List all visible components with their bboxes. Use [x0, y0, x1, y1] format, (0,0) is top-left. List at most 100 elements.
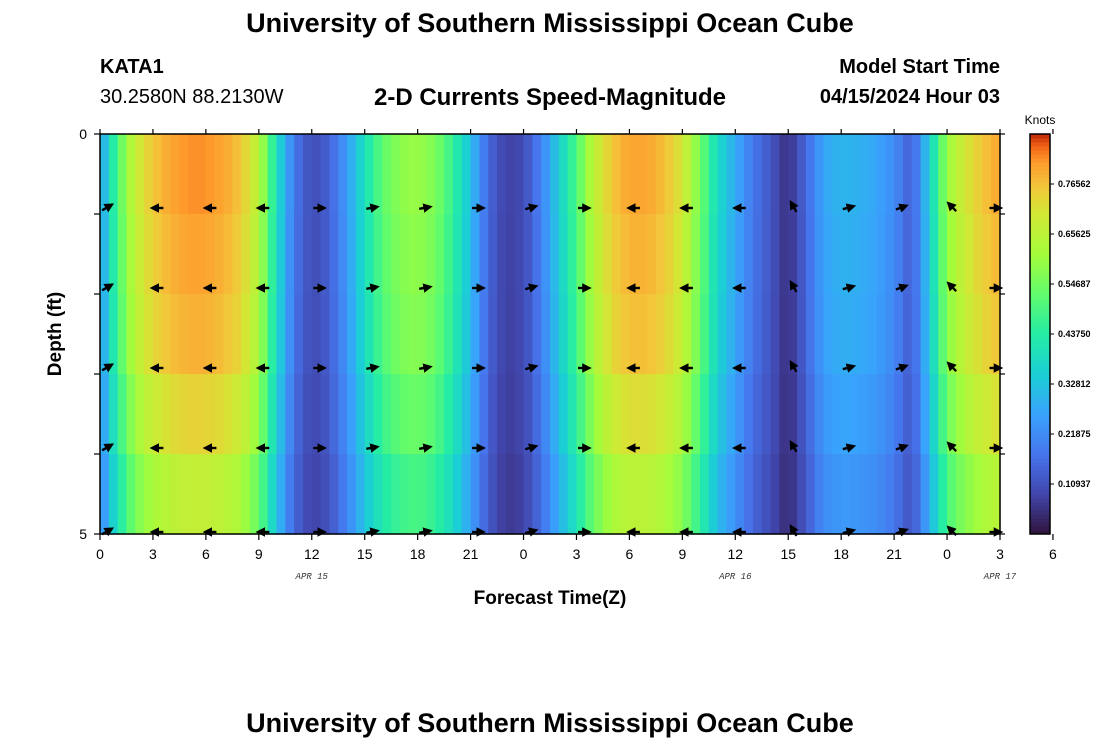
y-tick-label: 5 [79, 526, 87, 542]
heatmap-cell [726, 294, 736, 375]
colorbar-band [1030, 294, 1050, 299]
heatmap-cell [488, 454, 498, 535]
colorbar-band [1030, 142, 1050, 147]
heatmap-cell [717, 214, 728, 295]
heatmap-cell [108, 294, 119, 375]
heatmap-cell [700, 374, 710, 455]
heatmap-cell [752, 454, 763, 535]
heatmap-cell [488, 134, 498, 215]
current-arrow [946, 441, 958, 453]
colorbar-band [1030, 466, 1050, 471]
heatmap-cell [567, 134, 578, 215]
heatmap-cell [197, 294, 207, 375]
heatmap-cell [338, 134, 348, 215]
heatmap-cell [117, 294, 128, 375]
y-tick-label: 0 [79, 126, 87, 142]
heatmap-cell [302, 374, 313, 455]
heatmap-cell [241, 214, 251, 295]
heatmap-cell [461, 294, 472, 375]
heatmap-cell [470, 294, 481, 375]
heatmap-cell [902, 294, 913, 375]
current-arrow [524, 443, 539, 453]
heatmap-cell [841, 454, 851, 535]
heatmap-cell [497, 294, 507, 375]
colorbar-band [1030, 430, 1050, 435]
heatmap-cell [858, 294, 869, 375]
colorbar-band [1030, 186, 1050, 191]
colorbar-band [1030, 490, 1050, 495]
colorbar-band [1030, 494, 1050, 499]
heatmap-cell [179, 454, 189, 535]
colorbar-band [1030, 442, 1050, 447]
colorbar-band [1030, 438, 1050, 443]
colorbar-band [1030, 278, 1050, 283]
heatmap-cell [735, 214, 745, 295]
heatmap-cell [726, 134, 736, 215]
heatmap-cell [126, 294, 136, 375]
heatmap-cell [655, 134, 666, 215]
current-arrow [524, 363, 539, 373]
heatmap-cell [117, 454, 128, 535]
colorbar-band [1030, 218, 1050, 223]
heatmap-cell [832, 214, 842, 295]
colorbar-band [1030, 234, 1050, 239]
heatmap-cell [638, 134, 648, 215]
heatmap-cell [717, 374, 728, 455]
heatmap-cell [302, 134, 313, 215]
colorbar-tick-label: 0.32812 [1058, 379, 1091, 389]
current-arrow [524, 283, 539, 293]
heatmap-cell [823, 134, 833, 215]
heatmap-cell [426, 214, 436, 295]
heatmap-cell [241, 294, 251, 375]
heatmap-cell [585, 134, 595, 215]
heatmap-cell [894, 454, 904, 535]
current-arrow [946, 361, 958, 373]
heatmap-cell [841, 374, 851, 455]
heatmap-cell [179, 374, 189, 455]
current-arrow [842, 283, 857, 293]
heatmap-cell [505, 134, 516, 215]
colorbar-band [1030, 230, 1050, 235]
heatmap-cell [320, 454, 331, 535]
x-tick-label: 3 [149, 546, 157, 562]
heatmap-cell [285, 454, 295, 535]
heatmap-cell [497, 214, 507, 295]
colorbar-band [1030, 530, 1050, 535]
heatmap-cell [400, 294, 410, 375]
heatmap-cell [911, 214, 922, 295]
heatmap-cell [947, 214, 957, 295]
colorbar-band [1030, 330, 1050, 335]
heatmap-cell [858, 134, 869, 215]
heatmap-cell [752, 374, 763, 455]
heatmap-cell [779, 214, 789, 295]
heatmap-cell [188, 294, 198, 375]
heatmap-cell [347, 134, 357, 215]
heatmap-cell [382, 134, 392, 215]
colorbar-band [1030, 362, 1050, 367]
heatmap-cell [991, 454, 1001, 535]
heatmap-cell [505, 294, 516, 375]
heatmap-cell [708, 294, 719, 375]
heatmap-cell [144, 374, 154, 455]
colorbar-band [1030, 454, 1050, 459]
heatmap-cell [135, 374, 145, 455]
heatmap-cell [444, 294, 454, 375]
heatmap-cell [161, 454, 172, 535]
heatmap-cell [558, 134, 569, 215]
heatmap-cell [902, 214, 913, 295]
heatmap-cell [717, 134, 728, 215]
heatmap-cell [902, 454, 913, 535]
colorbar-band [1030, 222, 1050, 227]
heatmap-cell [532, 454, 542, 535]
heatmap-cell [108, 374, 119, 455]
heatmap-cell [832, 454, 842, 535]
heatmap-cell [205, 374, 216, 455]
heatmap-cell [567, 294, 578, 375]
colorbar-band [1030, 310, 1050, 315]
heatmap-cell [982, 374, 992, 455]
heatmap-cell [611, 214, 622, 295]
heatmap-cell [611, 454, 622, 535]
heatmap-cell [329, 374, 339, 455]
heatmap-cell [391, 374, 401, 455]
heatmap-cell [126, 374, 136, 455]
